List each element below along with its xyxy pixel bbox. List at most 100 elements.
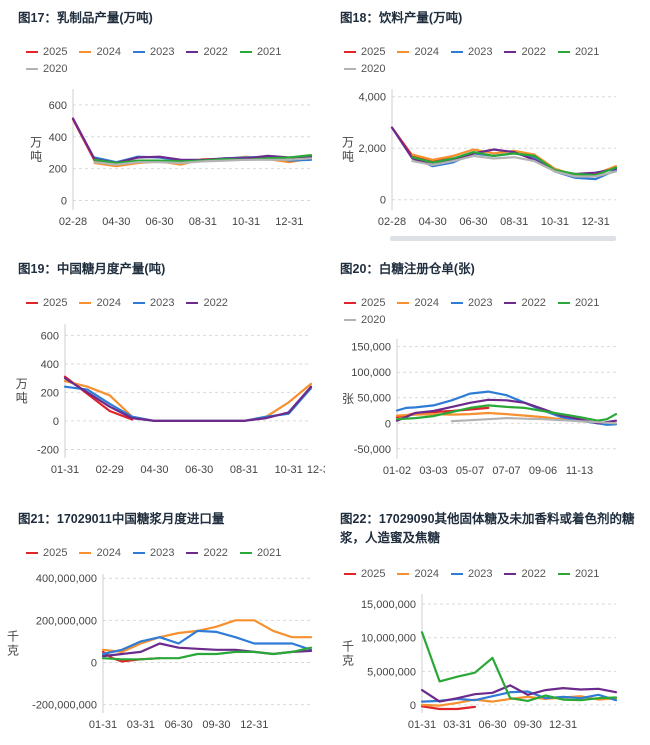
legend-item-2022[interactable]: 2022: [186, 545, 228, 560]
legend-item-2023[interactable]: 2023: [450, 566, 492, 581]
legend-item-2024[interactable]: 2024: [397, 566, 439, 581]
y-tick-label: 600: [49, 100, 67, 112]
y-tick-label: 0: [53, 416, 59, 428]
legend-label: 2023: [467, 45, 493, 58]
legend-item-2024[interactable]: 2024: [79, 545, 121, 560]
legend-item-2020[interactable]: 2020: [344, 61, 385, 76]
legend-label: 2022: [203, 45, 228, 58]
x-tick-label: 08-31: [189, 216, 217, 228]
fig19-plot: -200 0 200 400 600 01-31 02-29 04-30 06-30 08-31 1…: [16, 324, 325, 476]
y-tick-label: 15,000,000: [361, 599, 416, 611]
legend-swatch: [557, 50, 570, 53]
y-tick-label: 200: [41, 387, 59, 399]
y-tick-label: 0: [91, 657, 97, 669]
legend-item-2020[interactable]: 2020: [26, 61, 67, 76]
y-tick-label: 4,000: [358, 92, 386, 104]
legend-item-2022[interactable]: 2022: [186, 44, 228, 59]
legend-item-2024[interactable]: 2024: [397, 44, 439, 59]
y-tick-label: 200: [49, 164, 67, 176]
legend-label: 2023: [149, 546, 175, 559]
y-axis-label: 千: [342, 640, 354, 654]
x-tick-label: 01-31: [51, 464, 79, 476]
legend-item-2025[interactable]: 2025: [344, 566, 385, 581]
fig21-title: 图21：17029011中国糖浆月度进口量: [18, 512, 225, 526]
legend-item-2025[interactable]: 2025: [344, 44, 385, 59]
y-tick-label: 600: [41, 330, 59, 342]
legend-swatch: [26, 67, 38, 70]
y-tick-label: 0: [385, 418, 391, 430]
fig18-scrollbar[interactable]: [390, 236, 616, 241]
legend-item-2020[interactable]: 2020: [344, 312, 385, 327]
legend-swatch: [344, 572, 356, 575]
legend-label: 2022: [203, 296, 228, 309]
series-line-2020: [93, 157, 313, 166]
legend-item-2021[interactable]: 2021: [557, 566, 599, 581]
legend-item-2022[interactable]: 2022: [504, 295, 546, 310]
legend-item-2025[interactable]: 2025: [26, 44, 67, 59]
legend-item-2024[interactable]: 2024: [79, 295, 121, 310]
series-line-2021: [395, 404, 618, 422]
fig19-title: 图19：中国糖月度产量(吨): [18, 262, 166, 276]
legend-item-2023[interactable]: 2023: [450, 44, 493, 59]
legend-label: 2021: [574, 45, 600, 58]
legend-swatch: [557, 301, 570, 304]
legend-item-2025[interactable]: 2025: [26, 545, 67, 560]
series-line-2022: [390, 126, 618, 176]
fig17-title: 图17：乳制品产量(万吨): [18, 11, 153, 25]
series-line-2024: [101, 619, 313, 654]
y-tick-label: 150,000: [351, 342, 391, 354]
legend-swatch: [26, 301, 38, 304]
legend-swatch: [26, 551, 38, 554]
y-tick-label: 0: [61, 195, 67, 207]
legend-item-2024[interactable]: 2024: [397, 295, 439, 310]
x-tick-label: 06-30: [478, 719, 506, 731]
legend-swatch: [26, 50, 38, 53]
y-tick-label: 400: [49, 132, 67, 144]
legend-item-2022[interactable]: 2022: [504, 44, 546, 59]
legend-item-2021[interactable]: 2021: [557, 44, 600, 59]
legend-item-2022[interactable]: 2022: [504, 566, 546, 581]
fig20-legend: 2025 2024 2023 2022 2021 2020: [344, 295, 634, 327]
y-axis-label: 克: [342, 654, 354, 668]
x-tick-label: 08-31: [500, 216, 528, 228]
fig22-title: 图22：17029090其他固体糖及未加香料或着色剂的糖浆，人造蜜及焦糖: [340, 512, 635, 545]
fig17-legend: 2025 2024 2023 2022 2021 2020: [26, 44, 316, 76]
y-tick-label: -200,000,000: [32, 700, 97, 712]
legend-item-2021[interactable]: 2021: [239, 44, 281, 59]
legend-item-2024[interactable]: 2024: [79, 44, 121, 59]
fig18-title: 图18：饮料产量(万吨): [340, 11, 463, 25]
legend-label: 2023: [467, 296, 493, 309]
legend-item-2023[interactable]: 2023: [132, 295, 174, 310]
legend-swatch: [239, 551, 252, 554]
legend-swatch: [132, 551, 145, 554]
x-tick-label: 04-30: [140, 464, 168, 476]
legend-item-2025[interactable]: 2025: [26, 295, 67, 310]
legend-label: 2025: [361, 296, 386, 309]
legend-item-2021[interactable]: 2021: [557, 295, 599, 310]
legend-swatch: [186, 50, 199, 53]
x-tick-label: 03-03: [419, 465, 447, 477]
series-line-2021: [420, 631, 618, 703]
legend-item-2023[interactable]: 2023: [450, 295, 493, 310]
legend-swatch: [132, 301, 145, 304]
fig19-legend: 2025 2024 2023 2022: [26, 295, 316, 310]
legend-swatch: [397, 50, 410, 53]
x-tick-label: 10-31: [275, 464, 303, 476]
legend-item-2022[interactable]: 2022: [186, 295, 228, 310]
legend-label: 2024: [96, 296, 121, 309]
x-tick-label: 06-30: [145, 216, 173, 228]
legend-label: 2022: [521, 296, 546, 309]
legend-swatch: [344, 318, 356, 321]
legend-item-2021[interactable]: 2021: [239, 545, 281, 560]
legend-label: 2024: [414, 45, 439, 58]
x-tick-label: 02-28: [59, 216, 87, 228]
y-axis-label: 千: [7, 630, 19, 644]
legend-item-2023[interactable]: 2023: [132, 545, 175, 560]
y-tick-label: 0: [410, 700, 416, 712]
fig20-title: 图20：白糖注册仓单(张): [340, 262, 475, 276]
legend-label: 2020: [361, 313, 386, 326]
legend-item-2023[interactable]: 2023: [132, 44, 174, 59]
x-tick-label: 12-31: [240, 719, 268, 731]
series-line-2021: [411, 150, 618, 177]
legend-item-2025[interactable]: 2025: [344, 295, 385, 310]
